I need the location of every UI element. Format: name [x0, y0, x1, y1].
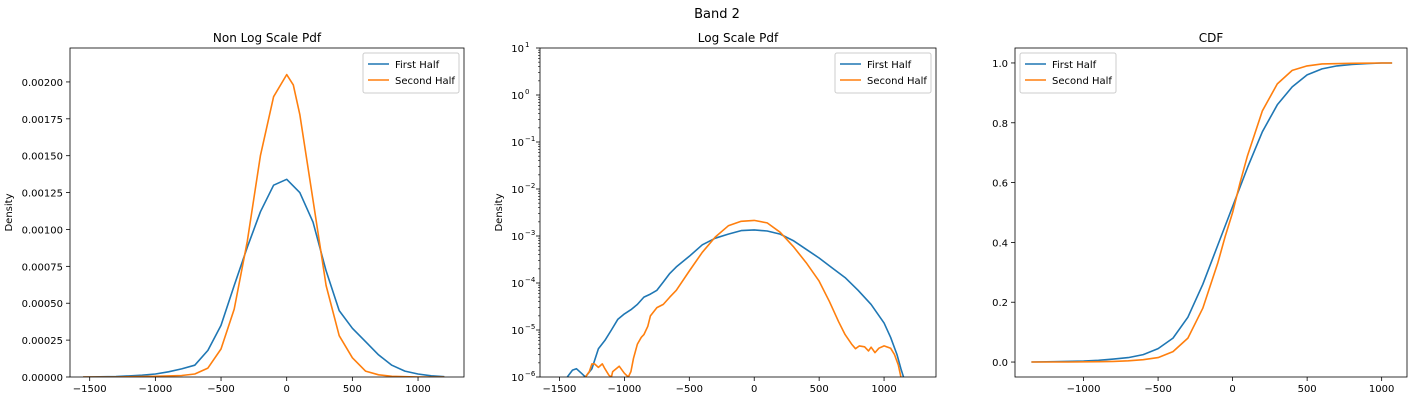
x-tick-label: 0	[1229, 384, 1235, 395]
y-tick-exponent: 1	[525, 41, 529, 49]
axes-frame	[1014, 47, 1408, 378]
x-tick-label: −500	[676, 384, 703, 395]
legend-label: Second Half	[395, 76, 455, 87]
y-axis-label: Density	[494, 193, 505, 231]
y-tick-label: 10	[511, 138, 524, 149]
y-tick-label: 0.00050	[22, 299, 63, 310]
y-tick-label: 0.00025	[22, 336, 63, 347]
x-tick-label: −1000	[1067, 384, 1101, 395]
y-tick-exponent: −1	[525, 135, 535, 143]
axes-frame	[539, 47, 937, 378]
y-tick-label: 0.00175	[22, 115, 63, 126]
series-line-first-half	[566, 229, 905, 377]
y-tick-label: 0.00075	[22, 262, 63, 273]
legend-label: First Half	[395, 60, 440, 71]
x-tick-label: 1000	[1369, 384, 1394, 395]
legend: First Half Second Half	[834, 52, 932, 94]
y-tick-label: 10	[511, 44, 524, 55]
x-tick-label: 0	[751, 384, 757, 395]
axes-frame	[69, 47, 465, 378]
legend-label: Second Half	[1052, 76, 1112, 87]
y-axis-label: Density	[4, 193, 15, 231]
y-tick-label: 10	[511, 326, 524, 337]
y-tick-label: 0.4	[992, 238, 1008, 249]
series-line-second-half	[1031, 62, 1393, 363]
y-tick-label: 10	[511, 279, 524, 290]
y-tick-label: 1.0	[992, 59, 1008, 70]
series-line-second-half	[584, 219, 902, 377]
legend-label: First Half	[867, 60, 912, 71]
y-tick-label: 10	[511, 185, 524, 196]
x-tick-label: 500	[343, 384, 362, 395]
series-line-second-half	[83, 73, 445, 377]
x-tick-label: 500	[810, 384, 829, 395]
y-tick-label: 0.6	[992, 179, 1008, 190]
y-tick-exponent: −5	[525, 323, 535, 331]
x-tick-label: −1000	[138, 384, 172, 395]
y-tick-label: 0.00125	[22, 189, 63, 200]
x-tick-label: −500	[207, 384, 234, 395]
y-tick-exponent: 0	[525, 88, 529, 96]
x-tick-label: −1000	[607, 384, 641, 395]
legend-box	[362, 52, 460, 94]
y-tick-label: 0.00150	[22, 152, 63, 163]
y-tick-exponent: −6	[525, 370, 536, 378]
x-tick-label: −1500	[73, 384, 107, 395]
y-tick-label: 0.00200	[22, 78, 63, 89]
legend-label: Second Half	[867, 76, 927, 87]
x-tick-label: −500	[1144, 384, 1171, 395]
subplot-title: Non Log Scale Pdf	[213, 31, 322, 45]
legend: First Half Second Half	[362, 52, 460, 94]
x-tick-label: 1000	[405, 384, 430, 395]
y-tick-label: 0.00100	[22, 225, 63, 236]
legend-label: First Half	[1052, 60, 1097, 71]
series-line-first-half	[83, 178, 445, 377]
x-tick-label: 500	[1298, 384, 1317, 395]
subplot-title: CDF	[1199, 31, 1224, 45]
y-tick-label: 0.8	[992, 119, 1008, 130]
y-tick-label: 0.0	[992, 358, 1008, 369]
y-tick-label: 0.2	[992, 298, 1008, 309]
y-tick-label: 10	[511, 91, 524, 102]
subplot-nonlog-pdf: Non Log Scale Pdf Density −1500 −1000 −500 0 5…	[4, 31, 465, 395]
x-tick-label: −1500	[543, 384, 577, 395]
y-tick-label: 10	[511, 232, 524, 243]
x-tick-label: 0	[284, 384, 290, 395]
y-tick-label: 10	[511, 373, 524, 384]
figure-suptitle: Band 2	[694, 7, 740, 22]
y-tick-label: 0.00000	[22, 373, 63, 384]
subplot-title: Log Scale Pdf	[698, 31, 779, 45]
series-line-first-half	[1031, 62, 1393, 363]
legend: First Half Second Half	[1019, 52, 1117, 94]
subplot-cdf: CDF −1000 −500 0 500 1000 0.0 0.2 0.4 0.6 0.8 1.0 Fi…	[992, 31, 1408, 395]
y-tick-exponent: −2	[525, 182, 535, 190]
x-tick-label: 1000	[871, 384, 896, 395]
legend-box	[1019, 52, 1117, 94]
y-tick-exponent: −4	[525, 276, 536, 284]
legend-box	[834, 52, 932, 94]
y-tick-exponent: −3	[525, 229, 535, 237]
